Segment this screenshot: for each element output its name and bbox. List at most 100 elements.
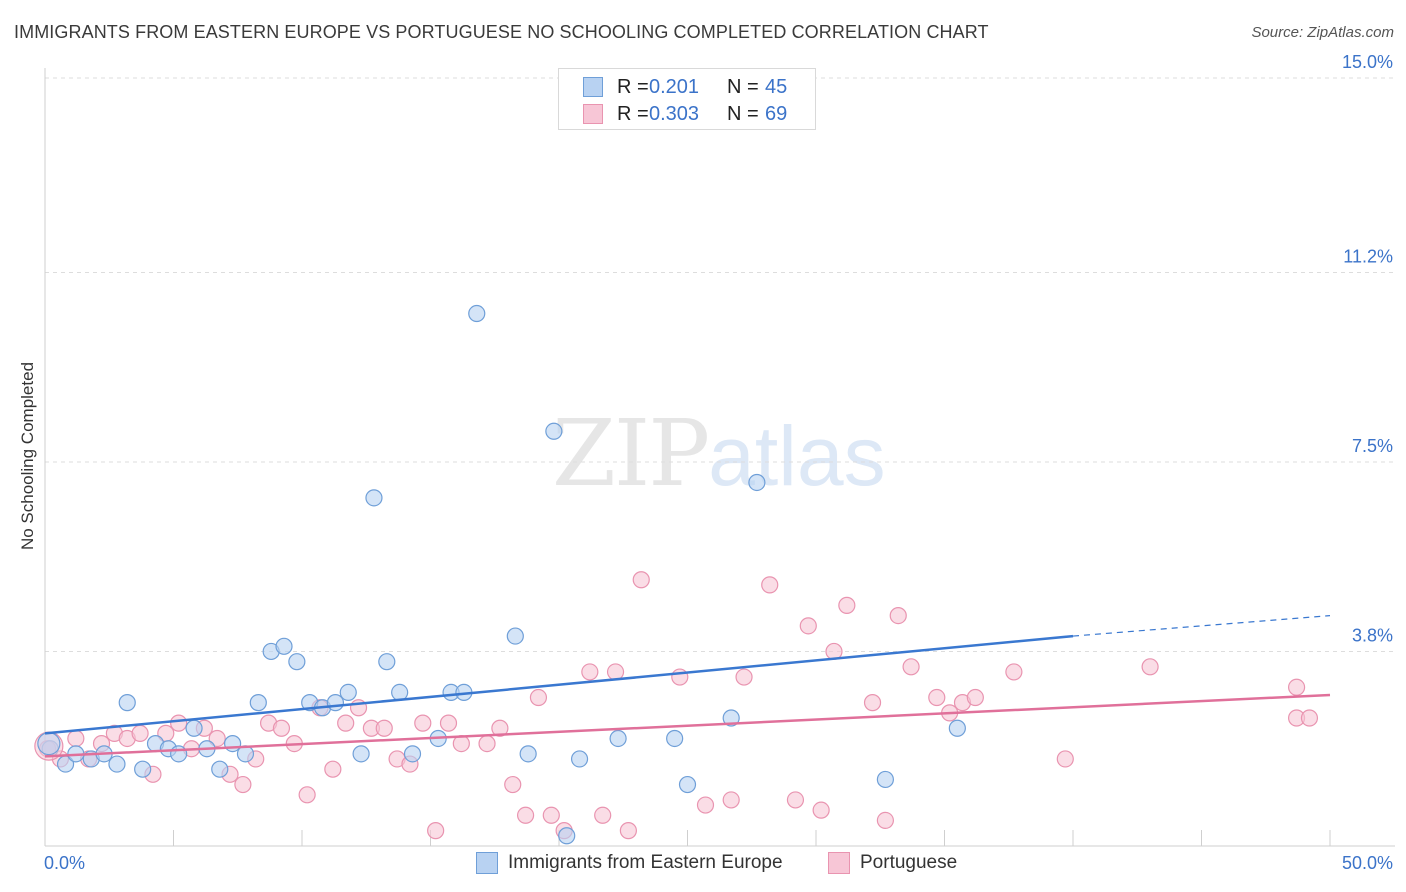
eastern-europe-point bbox=[722, 709, 740, 727]
y-axis-label: No Schooling Completed bbox=[18, 361, 37, 551]
legend-n-value: 45 bbox=[765, 75, 788, 98]
eastern-europe-point bbox=[506, 627, 524, 645]
portuguese-point bbox=[529, 688, 548, 707]
eastern-europe-point bbox=[365, 489, 383, 507]
watermark: ZIPatlas bbox=[552, 400, 886, 507]
eastern-europe-trendline bbox=[44, 634, 1074, 735]
eastern-europe-point bbox=[948, 719, 966, 737]
y-tick-label: 11.2% bbox=[1343, 247, 1393, 267]
eastern-europe-point bbox=[211, 760, 229, 778]
legend-label: Portuguese bbox=[860, 852, 958, 873]
portuguese-point bbox=[427, 822, 445, 840]
legend-r-label: R = bbox=[617, 75, 649, 98]
portuguese-point bbox=[131, 724, 149, 742]
portuguese-point bbox=[298, 786, 316, 804]
eastern-europe-point bbox=[352, 745, 370, 763]
legend-row-portuguese: R = 0.303 N = 69 bbox=[583, 101, 787, 127]
portuguese-point bbox=[966, 688, 984, 707]
eastern-europe-point bbox=[37, 731, 61, 756]
portuguese-point bbox=[504, 775, 522, 794]
eastern-europe-trendline-extension bbox=[1072, 615, 1331, 637]
eastern-europe-point bbox=[403, 745, 422, 763]
portuguese-point bbox=[889, 606, 907, 625]
portuguese-point bbox=[1005, 663, 1023, 681]
x-tick-label: 50.0% bbox=[1342, 853, 1393, 873]
legend-r-label: R = bbox=[617, 102, 649, 125]
eastern-europe-point bbox=[224, 734, 242, 753]
eastern-europe-point bbox=[339, 683, 357, 702]
portuguese-point bbox=[606, 663, 625, 681]
portuguese-trendline bbox=[44, 693, 1331, 758]
eastern-europe-point bbox=[609, 729, 627, 748]
portuguese-point bbox=[478, 734, 496, 753]
legend-n-label: N = bbox=[727, 75, 759, 98]
y-tick-label: 7.5% bbox=[1352, 436, 1393, 456]
legend-swatch-blue bbox=[583, 77, 603, 97]
eastern-europe-point bbox=[288, 653, 306, 671]
legend-swatch-pink bbox=[828, 852, 850, 874]
correlation-legend: R = 0.201 N = 45 R = 0.303 N = 69 bbox=[558, 68, 816, 130]
portuguese-point bbox=[786, 791, 805, 809]
legend-n-label: N = bbox=[727, 102, 759, 125]
portuguese-point bbox=[863, 694, 882, 712]
legend-swatch-pink bbox=[583, 104, 603, 124]
portuguese-point bbox=[324, 760, 342, 778]
portuguese-point bbox=[375, 719, 393, 737]
portuguese-point bbox=[619, 822, 637, 840]
eastern-europe-point bbox=[170, 745, 188, 763]
portuguese-point bbox=[876, 811, 894, 830]
portuguese-point bbox=[594, 806, 612, 824]
portuguese-point bbox=[696, 796, 715, 814]
portuguese-point bbox=[542, 806, 560, 824]
portuguese-point bbox=[1287, 678, 1306, 696]
portuguese-point bbox=[208, 729, 226, 748]
legend-item-eastern-europe[interactable]: Immigrants from Eastern Europe bbox=[476, 852, 783, 874]
portuguese-point bbox=[337, 714, 355, 732]
legend-item-portuguese[interactable]: Portuguese bbox=[828, 852, 957, 874]
y-tick-label: 3.8% bbox=[1352, 625, 1393, 645]
portuguese-point bbox=[735, 668, 753, 686]
portuguese-point bbox=[581, 663, 599, 681]
portuguese-point bbox=[234, 775, 252, 794]
eastern-europe-point bbox=[326, 694, 345, 712]
legend-label: Immigrants from Eastern Europe bbox=[508, 852, 783, 873]
x-tick-label: 0.0% bbox=[44, 853, 85, 873]
portuguese-point bbox=[439, 714, 458, 732]
portuguese-point bbox=[838, 596, 856, 614]
eastern-europe-point bbox=[134, 760, 152, 778]
watermark-zip: ZIP bbox=[552, 400, 710, 507]
eastern-europe-point bbox=[545, 422, 563, 440]
eastern-europe-point bbox=[108, 755, 126, 773]
eastern-europe-point bbox=[570, 750, 589, 768]
portuguese-point bbox=[632, 571, 650, 589]
eastern-europe-point bbox=[378, 653, 396, 671]
portuguese-point bbox=[671, 668, 689, 686]
eastern-europe-point bbox=[275, 637, 293, 655]
portuguese-point bbox=[67, 729, 85, 748]
portuguese-point bbox=[799, 617, 817, 635]
source-label: Source: ZipAtlas.com bbox=[1251, 24, 1394, 41]
portuguese-point bbox=[722, 791, 740, 809]
portuguese-point bbox=[414, 714, 432, 732]
portuguese-point bbox=[1141, 658, 1159, 676]
legend-swatch-blue bbox=[476, 852, 498, 874]
chart-title: IMMIGRANTS FROM EASTERN EUROPE VS PORTUG… bbox=[14, 22, 989, 42]
eastern-europe-point bbox=[185, 719, 203, 737]
eastern-europe-point bbox=[249, 694, 267, 712]
portuguese-point bbox=[272, 719, 291, 737]
eastern-europe-point bbox=[468, 304, 486, 323]
eastern-europe-point bbox=[558, 827, 576, 845]
eastern-europe-point bbox=[391, 683, 409, 702]
portuguese-point bbox=[1300, 709, 1319, 727]
portuguese-point bbox=[902, 658, 920, 676]
portuguese-point bbox=[491, 719, 509, 737]
eastern-europe-point bbox=[118, 694, 136, 712]
watermark-atlas: atlas bbox=[708, 409, 886, 503]
eastern-europe-point bbox=[748, 473, 766, 492]
portuguese-point bbox=[812, 801, 830, 819]
portuguese-point bbox=[1056, 750, 1074, 768]
eastern-europe-point bbox=[678, 775, 697, 794]
portuguese-point bbox=[170, 714, 188, 732]
eastern-europe-point bbox=[666, 729, 684, 748]
